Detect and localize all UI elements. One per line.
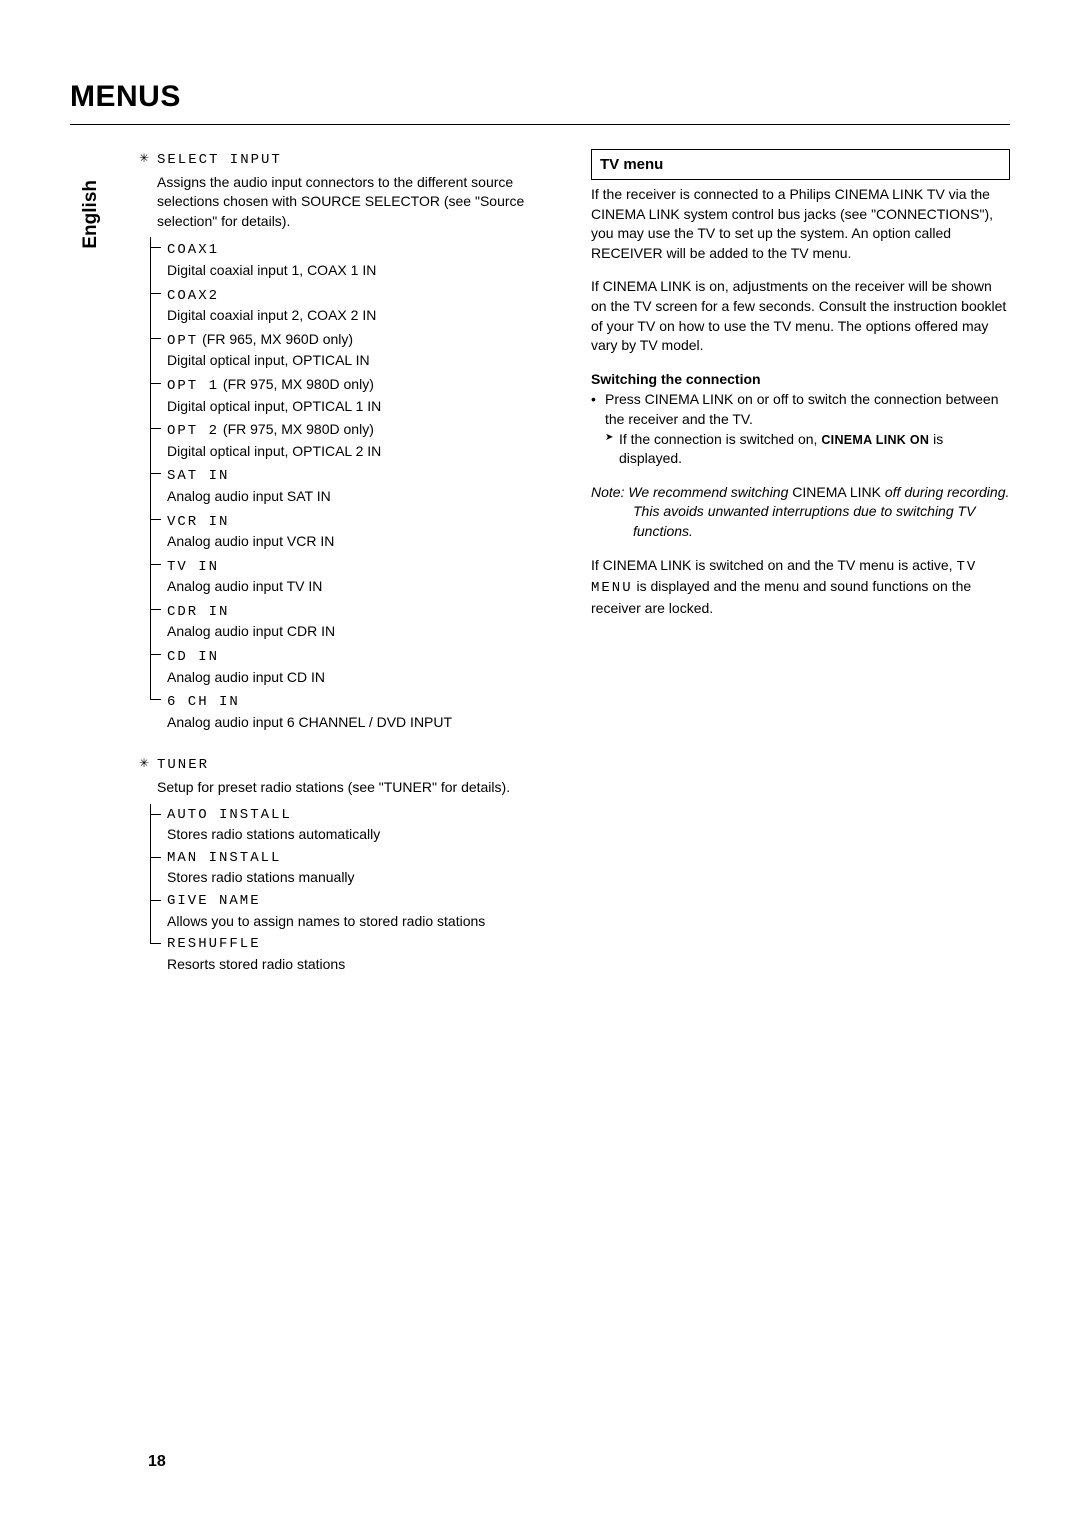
tuner-desc: Setup for preset radio stations (see "TU… <box>157 778 561 798</box>
note-pre: We recommend switching <box>628 484 788 500</box>
note-mid: CINEMA LINK <box>788 484 884 500</box>
bullet-icon: • <box>591 390 605 429</box>
title-row: MENUS <box>70 80 1010 125</box>
bullet-text: Press CINEMA LINK on or off to switch th… <box>605 390 1010 429</box>
menu-item: OPT 2 (FR 975, MX 980D only)Digital opti… <box>151 418 561 463</box>
p3-pre: If CINEMA LINK is switched on and the TV… <box>591 557 956 573</box>
tuner-tree: TUNER Setup for preset radio stations (s… <box>142 754 561 976</box>
menu-item: VCR INAnalog audio input VCR IN <box>151 509 561 554</box>
content-columns: SELECT INPUT Assigns the audio input con… <box>142 149 1010 996</box>
switching-subhead: Switching the connection <box>591 370 1010 390</box>
arrow-pre: If the connection is switched on, <box>619 431 821 447</box>
menu-item: MAN INSTALLStores radio stations manuall… <box>151 847 561 890</box>
menu-item: COAX2Digital coaxial input 2, COAX 2 IN <box>151 283 561 328</box>
menu-item: RESHUFFLEResorts stored radio stations <box>151 933 561 976</box>
select-input-desc: Assigns the audio input connectors to th… <box>157 173 561 232</box>
menu-item: GIVE NAMEAllows you to assign names to s… <box>151 890 561 933</box>
page-title: MENUS <box>70 80 1010 114</box>
arrow-bold: CINEMA LINK ON <box>821 433 929 447</box>
select-input-tree: SELECT INPUT Assigns the audio input con… <box>142 149 561 734</box>
switching-bullet: • Press CINEMA LINK on or off to switch … <box>591 390 1010 429</box>
right-column: TV menu If the receiver is connected to … <box>591 149 1010 996</box>
tv-menu-p1: If the receiver is connected to a Philip… <box>591 185 1010 263</box>
menu-item: OPT (FR 965, MX 960D only)Digital optica… <box>151 328 561 373</box>
select-input-list: COAX1Digital coaxial input 1, COAX 1 IN … <box>150 237 561 734</box>
tv-menu-p3: If CINEMA LINK is switched on and the TV… <box>591 556 1010 619</box>
tv-menu-heading: TV menu <box>591 149 1010 180</box>
menu-item: 6 CH INAnalog audio input 6 CHANNEL / DV… <box>151 689 561 734</box>
note-label: Note: <box>591 484 628 500</box>
tuner-list: AUTO INSTALLStores radio stations automa… <box>150 804 561 977</box>
switching-result: If the connection is switched on, CINEMA… <box>591 430 1010 469</box>
language-tab: English <box>80 180 102 249</box>
menu-item: CDR INAnalog audio input CDR IN <box>151 599 561 644</box>
tv-menu-p2: If CINEMA LINK is on, adjustments on the… <box>591 277 1010 355</box>
menu-item: OPT 1 (FR 975, MX 980D only)Digital opti… <box>151 373 561 418</box>
left-column: SELECT INPUT Assigns the audio input con… <box>142 149 561 996</box>
menu-item: CD INAnalog audio input CD IN <box>151 644 561 689</box>
select-input-label: SELECT INPUT <box>157 152 282 168</box>
p3-post: is displayed and the menu and sound func… <box>591 578 971 616</box>
note: Note: We recommend switching CINEMA LINK… <box>591 483 1010 542</box>
menu-item: SAT INAnalog audio input SAT IN <box>151 463 561 508</box>
menu-item: COAX1Digital coaxial input 1, COAX 1 IN <box>151 237 561 282</box>
menu-item: TV INAnalog audio input TV IN <box>151 554 561 599</box>
menu-item: AUTO INSTALLStores radio stations automa… <box>151 804 561 847</box>
tuner-label: TUNER <box>157 757 209 773</box>
page-number: 18 <box>148 1453 166 1471</box>
